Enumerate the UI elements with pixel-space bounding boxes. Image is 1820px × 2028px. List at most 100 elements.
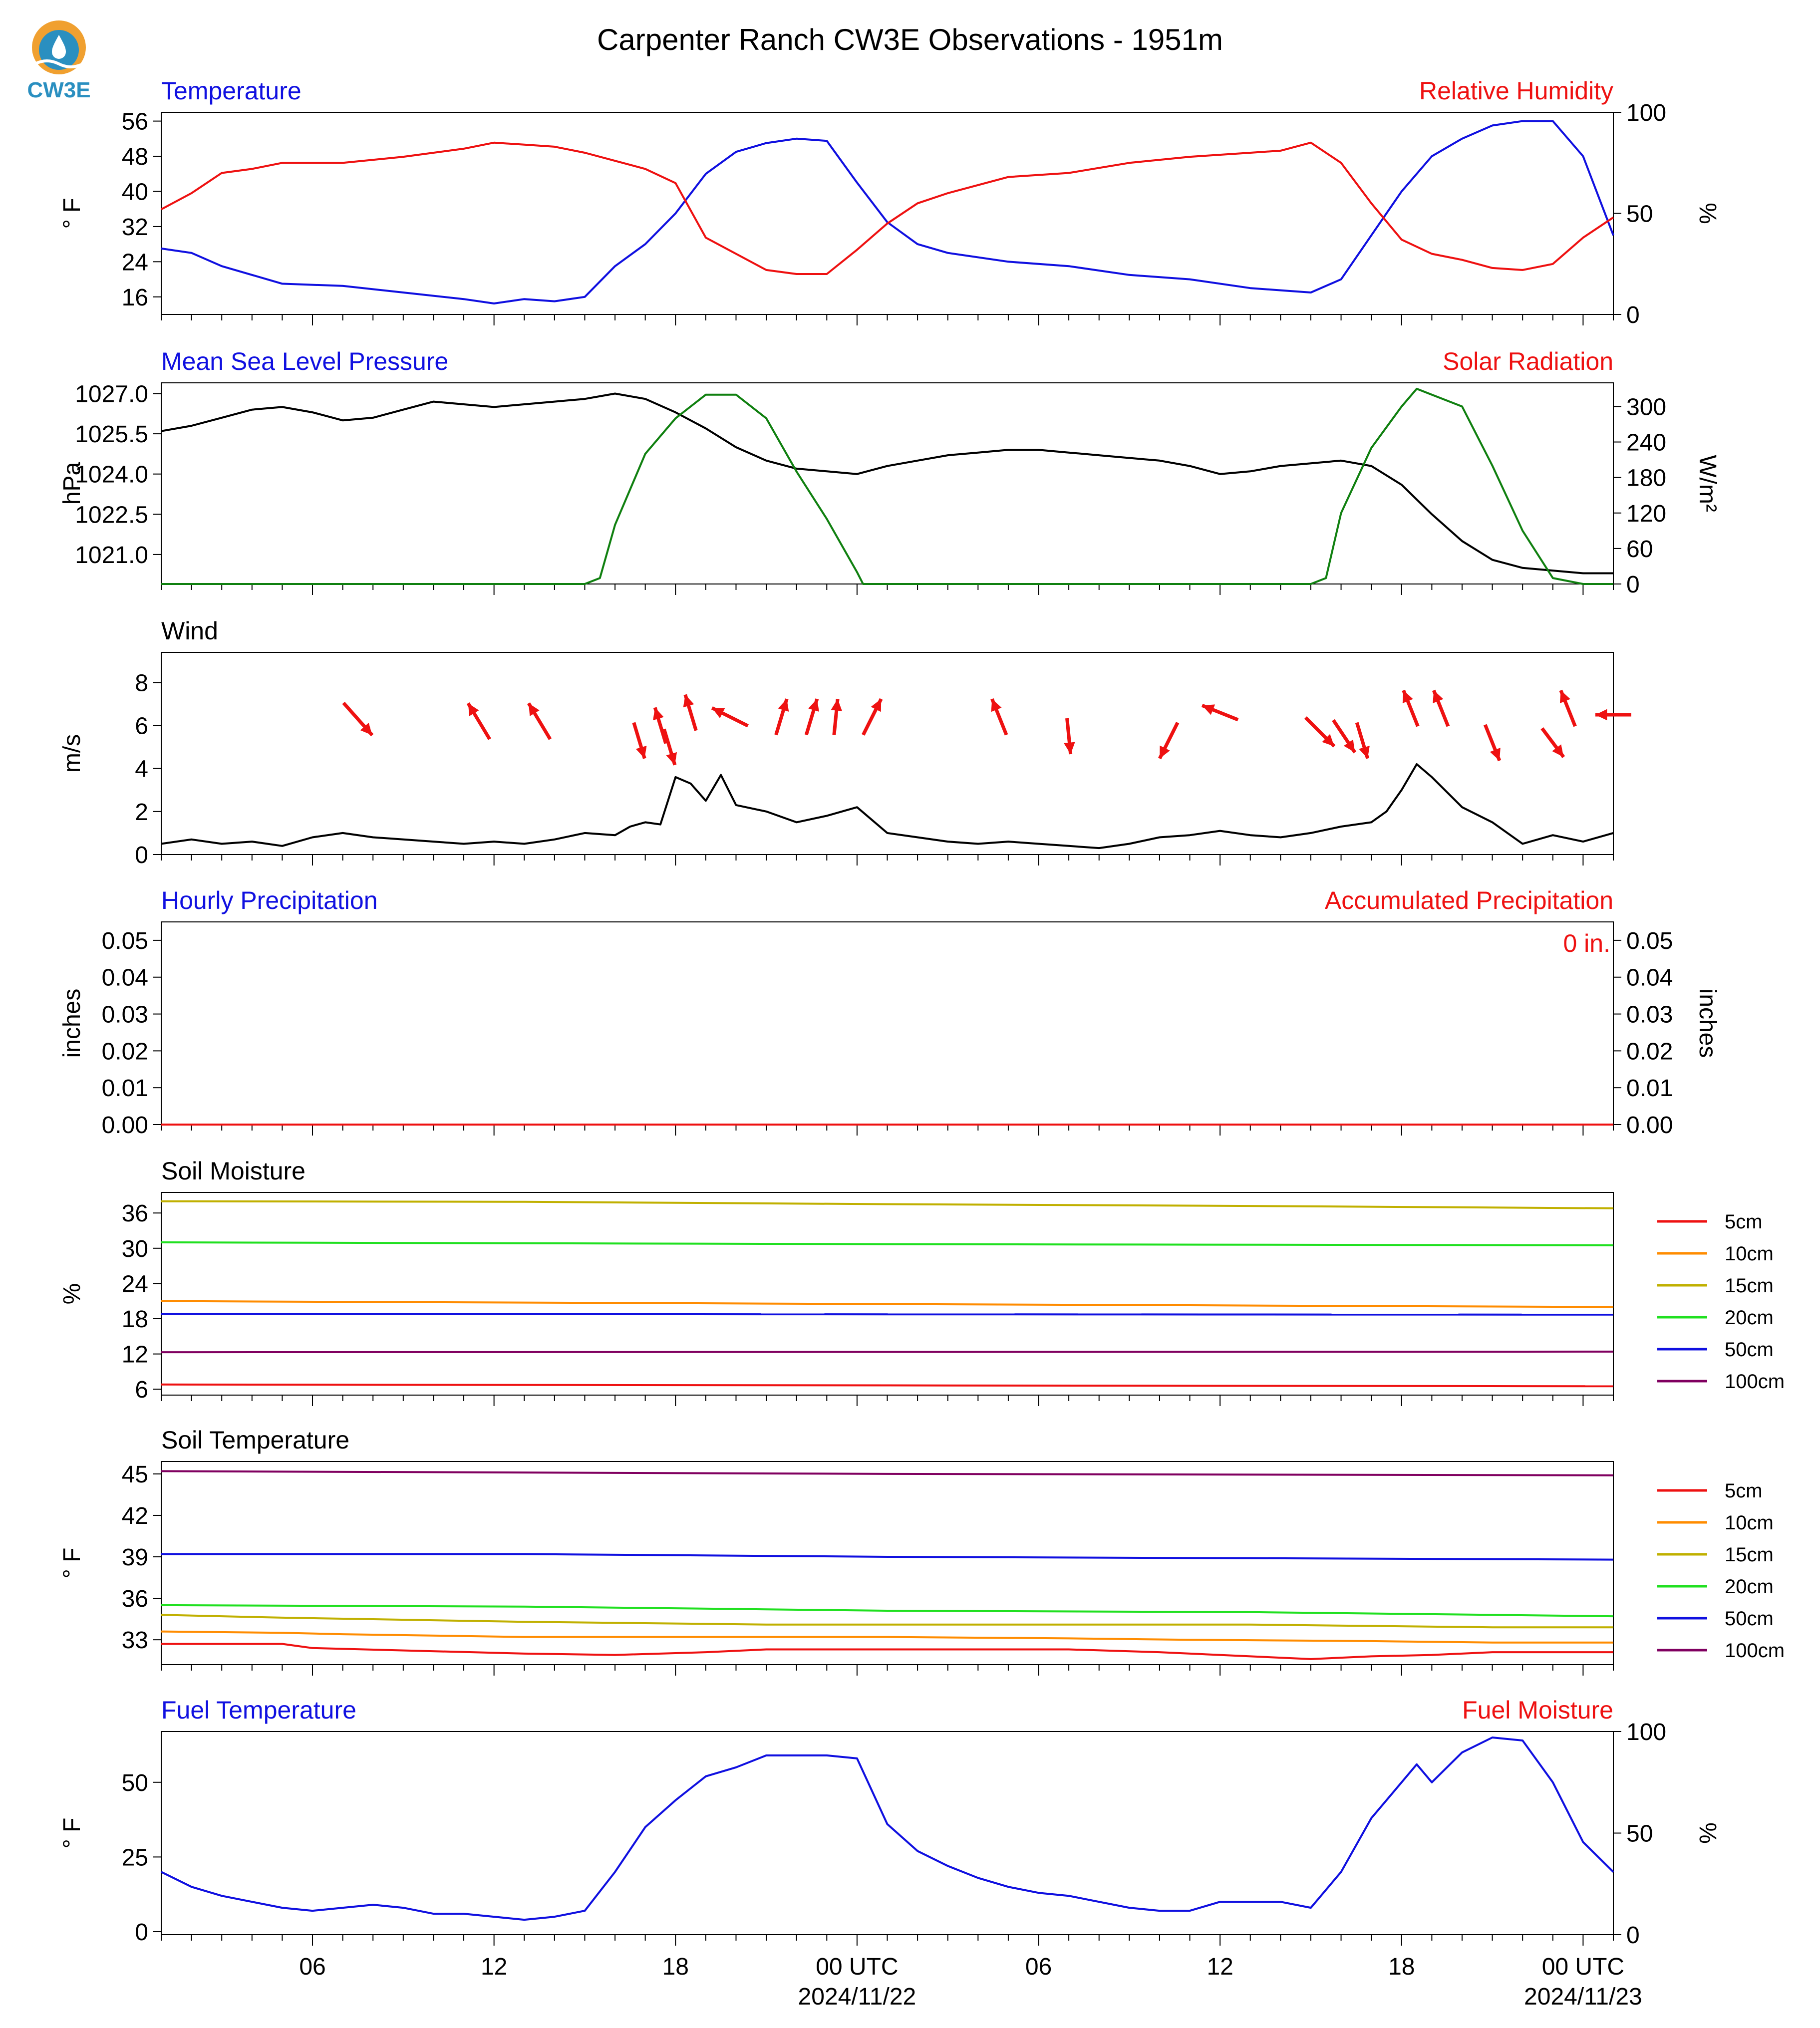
series-line-0-1 [161,141,1614,275]
wind-arrow-head [653,707,664,721]
y-axis-label: % [59,1283,85,1305]
panels: Temperature Relative Humidity162432404856… [59,77,1785,2010]
right-y-axis-label: % [1694,203,1721,224]
y-tick-label: 12 [122,1342,148,1368]
panel-title: Soil Temperature [161,1426,349,1454]
right-y-tick-label: 0.03 [1626,1002,1673,1028]
wind-arrow [1483,724,1502,762]
right-y-tick-label: 0.00 [1626,1112,1673,1139]
wind-arrow [804,698,819,736]
wind-arrow-head [1552,744,1564,757]
legend-label-5cm: 5cm [1725,1211,1763,1233]
right-y-tick-label: 50 [1626,201,1653,228]
logo: CW3E [27,20,91,102]
wind-arrow [1064,718,1075,755]
y-tick-label: 36 [122,1200,148,1227]
right-y-axis-label: inches [1694,989,1721,1058]
wind-arrow-head [1490,748,1501,761]
wind-arrow-head [468,703,479,716]
series-line-20cm [161,1241,1614,1246]
legend-label-15cm: 15cm [1725,1544,1774,1566]
panel-right-title: Solar Radiation [1443,347,1613,375]
plot-frame [161,382,1614,584]
series-line-10cm [161,1300,1614,1308]
y-tick-label: 48 [122,144,148,170]
y-tick-label: 1021.0 [75,542,148,569]
panel-5: Soil Moisture 6 12 18 24 30 36% 5cm 10cm 15cm 20cm… [59,1157,1785,1406]
y-tick-label: 0 [135,842,148,869]
wind-arrow [1559,689,1577,727]
wind-arrow-head [528,703,540,716]
plot-frame [161,1192,1614,1396]
y-tick-label: 1022.5 [75,502,148,528]
panel-6: Soil Temperature 33 36 39 42 45 ° F 5cm 10cm 15cm… [59,1426,1785,1676]
y-axis-label: hPa [59,462,85,505]
right-y-tick-label: 0.05 [1626,928,1673,954]
y-axis-label: inches [59,989,85,1058]
wind-arrow [774,698,789,736]
right-y-tick-label: 100 [1626,1719,1666,1745]
wind-arrow [1540,727,1565,758]
y-tick-label: 40 [122,179,148,205]
series-line-5cm [161,1383,1614,1388]
x-date-label: 2024/11/22 [798,1984,916,2010]
panel-title: Mean Sea Level Pressure [161,347,448,375]
wind-arrow [1332,719,1357,754]
legend-label-10cm: 10cm [1725,1512,1774,1534]
x-tick-label: 06 [299,1954,325,1980]
legend-label-50cm: 50cm [1725,1339,1774,1361]
x-tick-label: 12 [1207,1954,1233,1980]
y-axis-label: ° F [59,198,85,229]
right-y-tick-label: 0.01 [1626,1075,1673,1102]
series-line-1-0 [161,392,1613,575]
y-tick-label: 25 [122,1844,148,1871]
right-y-tick-label: 0 [1626,1922,1640,1949]
wind-arrow [1402,689,1420,727]
y-tick-label: 42 [122,1503,148,1529]
y-tick-label: 0 [135,1919,148,1946]
legend-label-5cm: 5cm [1725,1480,1763,1502]
y-tick-label: 16 [122,285,148,311]
panel-title: Wind [161,617,218,645]
right-y-tick-label: 0.02 [1626,1038,1673,1065]
right-y-tick-label: 300 [1626,394,1666,420]
right-y-tick-label: 120 [1626,501,1666,527]
panel-title: Temperature [161,77,302,105]
series-line-15cm [161,1200,1614,1209]
series-line-50cm [161,1553,1614,1561]
logo-drop-icon [52,35,66,59]
x-tick-label: 06 [1025,1954,1052,1980]
y-tick-label: 30 [122,1236,148,1262]
y-tick-label: 0.03 [102,1002,148,1028]
y-tick-label: 2 [135,799,148,826]
wind-arrow-head [871,699,882,712]
right-y-tick-label: 100 [1626,100,1666,126]
panel-title: Fuel Temperature [161,1696,356,1724]
y-tick-label: 36 [122,1586,148,1612]
panel-7: Fuel Temperature Fuel Moisture 0 25 50 ° F 0 50… [59,1696,1721,1949]
right-y-tick-label: 180 [1626,465,1666,492]
wind-arrow [711,706,749,728]
panel-right-title: Relative Humidity [1419,77,1613,105]
plot-frame [161,112,1614,315]
series-line-5cm [161,1643,1613,1660]
wind-arrow-head [1402,690,1413,703]
y-tick-label: 32 [122,214,148,241]
series-line-2-0 [161,763,1614,850]
plot-frame [161,652,1614,855]
y-tick-label: 18 [122,1306,148,1333]
wind-arrow-head [778,699,789,712]
x-date-label: 2024/11/23 [1524,1984,1642,2010]
panel-2: Mean Sea Level Pressure Solar Radiation 10… [59,347,1721,598]
y-tick-label: 0.04 [102,965,148,991]
y-tick-label: 39 [122,1544,148,1571]
series-line-100cm [161,1470,1614,1476]
legend-label-100cm: 100cm [1725,1640,1785,1662]
wind-arrow [662,728,677,766]
x-tick-label: 18 [662,1954,689,1980]
legend-label-15cm: 15cm [1725,1275,1774,1297]
y-axis-label: ° F [59,1548,85,1579]
y-tick-label: 33 [122,1627,148,1654]
y-tick-label: 24 [122,1271,148,1297]
